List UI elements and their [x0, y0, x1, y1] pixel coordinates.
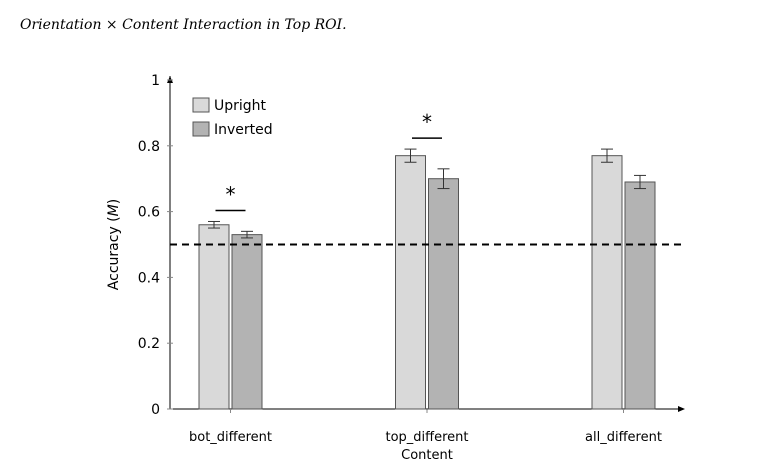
bar-inverted-all_different [624, 181, 656, 410]
y-axis-label: Accuracy (M) [106, 199, 122, 290]
x-tick-label: all_different [585, 430, 662, 445]
x-axis-label: Content [401, 448, 453, 463]
x-axis-arrow-icon [678, 406, 685, 412]
y-tick-label: 0.6 [138, 205, 160, 221]
figure-caption: Orientation × Content Interaction in Top… [20, 17, 347, 33]
significance-marker: * [422, 110, 432, 134]
legend-label: Upright [214, 98, 267, 114]
legend-swatch-upright [192, 97, 210, 113]
bar-upright-all_different [591, 155, 623, 410]
y-tick-label: 0 [151, 402, 160, 418]
bar-inverted-top_different [428, 178, 459, 410]
y-tick-label: 0.8 [138, 139, 160, 155]
y-tick-label: 1 [151, 73, 160, 89]
legend-label: Inverted [214, 122, 273, 138]
significance-marker: * [226, 182, 236, 206]
x-tick-label: bot_different [189, 430, 272, 445]
bar-inverted-bot_different [231, 234, 263, 410]
y-tick-label: 0.4 [138, 270, 160, 286]
legend-swatch-inverted [192, 121, 210, 137]
x-tick-label: top_different [385, 430, 468, 445]
bar-upright-top_different [395, 155, 426, 410]
bar-upright-bot_different [198, 224, 230, 410]
y-tick-label: 0.2 [138, 336, 160, 352]
